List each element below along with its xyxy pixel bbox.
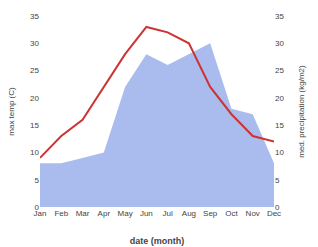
svg-text:35: 35 <box>275 12 284 21</box>
svg-text:0: 0 <box>35 203 40 212</box>
svg-text:Jun: Jun <box>140 209 153 218</box>
svg-text:Nov: Nov <box>246 209 260 218</box>
svg-text:May: May <box>118 209 133 218</box>
svg-text:Jul: Jul <box>163 209 173 218</box>
svg-text:10: 10 <box>275 148 284 157</box>
svg-text:15: 15 <box>275 121 284 130</box>
svg-text:20: 20 <box>30 94 39 103</box>
svg-text:35: 35 <box>30 12 39 21</box>
svg-text:Jan: Jan <box>34 209 47 218</box>
svg-text:15: 15 <box>30 121 39 130</box>
svg-text:Aug: Aug <box>182 209 196 218</box>
svg-text:25: 25 <box>275 66 284 75</box>
svg-text:20: 20 <box>275 94 284 103</box>
svg-text:Mar: Mar <box>76 209 90 218</box>
svg-text:Apr: Apr <box>98 209 111 218</box>
svg-text:0: 0 <box>275 203 280 212</box>
svg-text:Feb: Feb <box>54 209 68 218</box>
svg-text:5: 5 <box>35 176 40 185</box>
svg-text:med. precipitation (kg/m2): med. precipitation (kg/m2) <box>297 65 306 158</box>
svg-text:Sep: Sep <box>203 209 218 218</box>
svg-text:date (month): date (month) <box>130 236 185 246</box>
svg-text:max temp (C): max temp (C) <box>7 87 16 136</box>
svg-text:30: 30 <box>275 39 284 48</box>
svg-text:30: 30 <box>30 39 39 48</box>
svg-text:5: 5 <box>275 176 280 185</box>
svg-text:25: 25 <box>30 66 39 75</box>
svg-text:10: 10 <box>30 148 39 157</box>
svg-text:Oct: Oct <box>225 209 238 218</box>
svg-text:Dec: Dec <box>267 209 281 218</box>
